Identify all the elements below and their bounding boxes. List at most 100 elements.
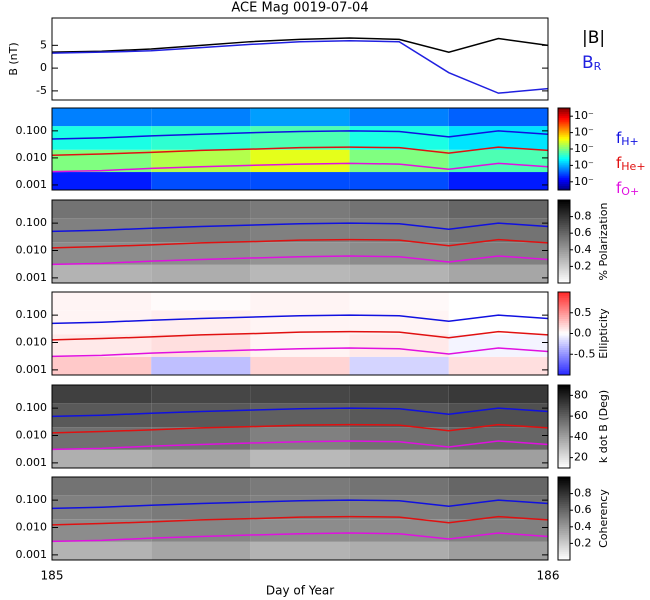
colorbar-step [558,545,570,549]
panel: |B| BR -5 0 5 ACE Mag 0019-07-04 B (nT) [7,1,605,101]
colorbar-tick-label: 0.2 [574,259,592,272]
colorbar-step [558,543,570,546]
colorbar-step [558,204,570,207]
colorbar-step [558,153,570,156]
colorbar-step [558,173,570,177]
heatmap-cell [52,449,152,468]
colorbar-step [558,222,570,226]
colorbar-frame [557,384,571,469]
colorbar-step [558,387,570,390]
colorbar-step [558,262,570,265]
colorbar-tick-label: 10⁻ [574,126,594,139]
colorbar-step [558,455,570,459]
y-tick-label: 0.010 [16,244,48,257]
colorbar-step [558,389,570,392]
colorbar-step [558,214,570,218]
y-tick-label: 0.100 [16,493,48,506]
panel-frame [51,291,549,376]
colorbar-label: % Polarization [597,203,610,281]
colorbar-step [558,501,570,505]
heatmap-cell [250,292,350,311]
colorbar-step [558,276,570,280]
colorbar-step [558,426,570,430]
heatmap-cell [151,541,251,560]
colorbar-step [558,140,570,144]
series-line [51,255,549,266]
heatmap-cell [151,495,251,520]
heatmap-cell [349,218,449,243]
colorbar-step [558,335,570,339]
colorbar-step [558,112,570,115]
colorbar-step [558,385,570,388]
series-line [51,423,549,434]
colorbar-tick-label: 80 [574,388,588,401]
heatmap-cell [448,218,548,243]
heatmap-cell [52,356,152,375]
legend-name: f [616,129,622,147]
colorbar-step [558,503,570,507]
panel-frame [51,17,549,101]
heatmap-cell [448,200,548,219]
heatmap-cell [448,149,548,173]
y-tick-label: 0.001 [16,456,48,469]
colorbar-step [558,434,570,438]
colorbar-step [558,528,570,532]
colorbar-step [558,157,570,160]
panel: 0.2 0.4 0.6 0.8 % Polarization 0.100 0.010 0.00… [16,199,610,284]
y-tick-label: 0.100 [16,308,48,321]
colorbar-step [558,138,570,142]
colorbar-step [558,524,570,528]
colorbar-step [558,132,570,136]
colorbar-step [558,229,570,232]
colorbar-step [558,438,570,442]
colorbar-tick-label: 20 [574,451,588,464]
colorbar-step [558,459,570,463]
colorbar-step [558,212,570,216]
heatmap-cell [448,126,548,150]
colorbar-step [558,339,570,343]
colorbar-step [558,479,570,482]
colorbar-step [558,424,570,427]
colorbar-step [558,510,570,513]
heatmap-cell [349,477,449,496]
colorbar-step [558,266,570,269]
colorbar-step [558,258,570,261]
colorbar-step [558,163,570,166]
colorbar-step [558,126,570,129]
heatmap-cell [448,385,548,404]
y-tick-label: 0.001 [16,271,48,284]
colorbar-step [558,149,570,152]
colorbar-step [558,327,570,330]
heatmap-cell [349,334,449,357]
heatmap-cell [448,495,548,520]
colorbar-step [558,159,570,162]
y-tick-label: 0.001 [16,548,48,561]
colorbar-step [558,278,570,282]
heatmap-cell [349,264,449,283]
heatmap-cell [250,218,350,243]
colorbar-step [558,512,570,515]
heatmap-cell [151,449,251,468]
heatmap-cell [151,264,251,283]
colorbar-step [558,345,570,349]
y-tick-label: 0 [40,61,47,74]
heatmap-cell [52,541,152,560]
colorbar-step [558,555,570,559]
colorbar-step [558,397,570,401]
y-tick-label: 0.010 [16,336,48,349]
colorbar-step [558,329,570,332]
legend-entry: BR [582,53,602,73]
heatmap-cell [151,403,251,428]
colorbar-step [558,489,570,493]
colorbar-step [558,401,570,405]
chart-title: ACE Mag 0019-07-04 [231,1,368,16]
colorbar-step [558,358,570,361]
colorbar-step [558,253,570,257]
colorbar-step [558,535,570,538]
colorbar-tick-label: -0.5 [574,347,595,360]
colorbar-step [558,224,570,228]
colorbar-step [558,325,570,328]
colorbar-step [558,457,570,461]
colorbar-tick-label: 0.8 [574,210,592,223]
heatmap-cell [151,385,251,404]
